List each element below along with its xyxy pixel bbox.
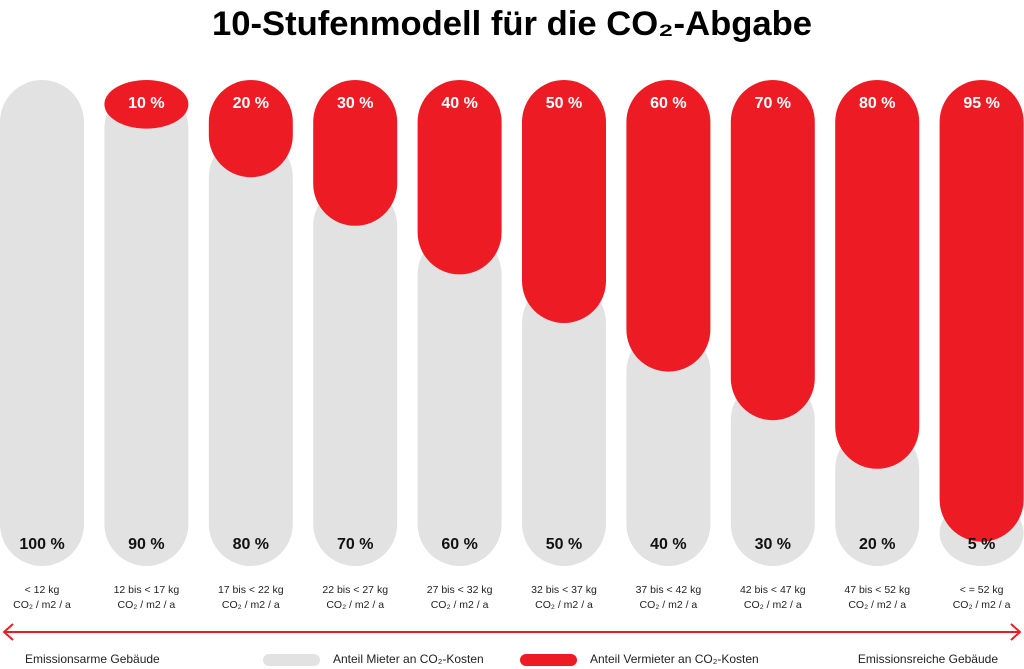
bar-segment-tenant bbox=[104, 86, 189, 566]
category-unit: CO₂ / m2 / a bbox=[953, 599, 1011, 611]
category-unit: CO₂ / m2 / a bbox=[848, 599, 906, 611]
category-label: 47 bis < 52 kg bbox=[844, 584, 910, 596]
value-label: 40 % bbox=[441, 95, 477, 112]
value-label: 80 % bbox=[859, 95, 895, 112]
bar-segment-landlord bbox=[835, 80, 920, 469]
category-label: 27 bis < 32 kg bbox=[427, 584, 493, 596]
legend-label: Anteil Mieter an CO₂-Kosten bbox=[333, 652, 484, 666]
bar-segment-landlord bbox=[208, 80, 293, 178]
value-label: 40 % bbox=[650, 536, 686, 553]
category-unit: CO₂ / m2 / a bbox=[118, 599, 176, 611]
arrow-head-left bbox=[2, 623, 14, 641]
bar-segment-tenant bbox=[626, 329, 711, 566]
chart-title: 10-Stufenmodell für die CO₂-Abgabe bbox=[212, 5, 812, 43]
value-label: 50 % bbox=[546, 95, 582, 112]
bar-segment-landlord bbox=[522, 80, 606, 323]
category-label: 32 bis < 37 kg bbox=[531, 584, 597, 596]
bar-segment-tenant bbox=[0, 80, 84, 566]
bar-segment-landlord bbox=[730, 80, 815, 421]
value-label: 30 % bbox=[337, 95, 373, 112]
legend-label: Anteil Vermieter an CO₂-Kosten bbox=[590, 652, 759, 666]
annotation-left: Emissionsarme Gebäude bbox=[25, 652, 160, 666]
category-label: 17 bis < 22 kg bbox=[218, 584, 284, 596]
legend-swatch bbox=[520, 654, 577, 666]
category-label: < 12 kg bbox=[25, 584, 60, 596]
category-label: 12 bis < 17 kg bbox=[114, 584, 180, 596]
value-label: 30 % bbox=[755, 536, 791, 553]
bar-segment-landlord bbox=[939, 80, 1024, 542]
category-unit: CO₂ / m2 / a bbox=[13, 599, 71, 611]
category-unit: CO₂ / m2 / a bbox=[326, 599, 384, 611]
value-label: 20 % bbox=[859, 536, 895, 553]
bar-segment-tenant bbox=[417, 232, 502, 566]
value-label: 80 % bbox=[233, 536, 269, 553]
category-label: 42 bis < 47 kg bbox=[740, 584, 806, 596]
bar-segment-landlord bbox=[626, 80, 711, 372]
arrow-head-right bbox=[1010, 623, 1022, 641]
category-label: 22 bis < 27 kg bbox=[322, 584, 388, 596]
value-label: 60 % bbox=[650, 95, 686, 112]
category-label: 37 bis < 42 kg bbox=[636, 584, 702, 596]
bar-segment-tenant bbox=[208, 135, 293, 566]
bar-segment-tenant bbox=[730, 378, 815, 566]
legend-swatch bbox=[263, 654, 320, 666]
category-unit: CO₂ / m2 / a bbox=[535, 599, 593, 611]
value-label: 95 % bbox=[963, 95, 999, 112]
range-arrow bbox=[2, 623, 1022, 641]
value-label: 90 % bbox=[128, 536, 164, 553]
value-label: 10 % bbox=[128, 95, 164, 112]
bar-segment-landlord bbox=[313, 80, 398, 226]
value-label: 50 % bbox=[546, 536, 582, 553]
bar-segment-tenant bbox=[522, 281, 606, 566]
value-label: 70 % bbox=[337, 536, 373, 553]
value-label: 100 % bbox=[19, 536, 64, 553]
category-unit: CO₂ / m2 / a bbox=[222, 599, 280, 611]
category-unit: CO₂ / m2 / a bbox=[744, 599, 802, 611]
value-label: 5 % bbox=[968, 536, 996, 553]
bar-segment-landlord bbox=[104, 80, 189, 129]
bar-segment-tenant bbox=[313, 183, 398, 567]
bar-segment-landlord bbox=[417, 80, 502, 275]
category-unit: CO₂ / m2 / a bbox=[640, 599, 698, 611]
category-unit: CO₂ / m2 / a bbox=[431, 599, 489, 611]
value-label: 70 % bbox=[755, 95, 791, 112]
annotation-right: Emissionsreiche Gebäude bbox=[858, 652, 998, 666]
value-label: 20 % bbox=[233, 95, 269, 112]
value-label: 60 % bbox=[441, 536, 477, 553]
category-label: < = 52 kg bbox=[960, 584, 1004, 596]
